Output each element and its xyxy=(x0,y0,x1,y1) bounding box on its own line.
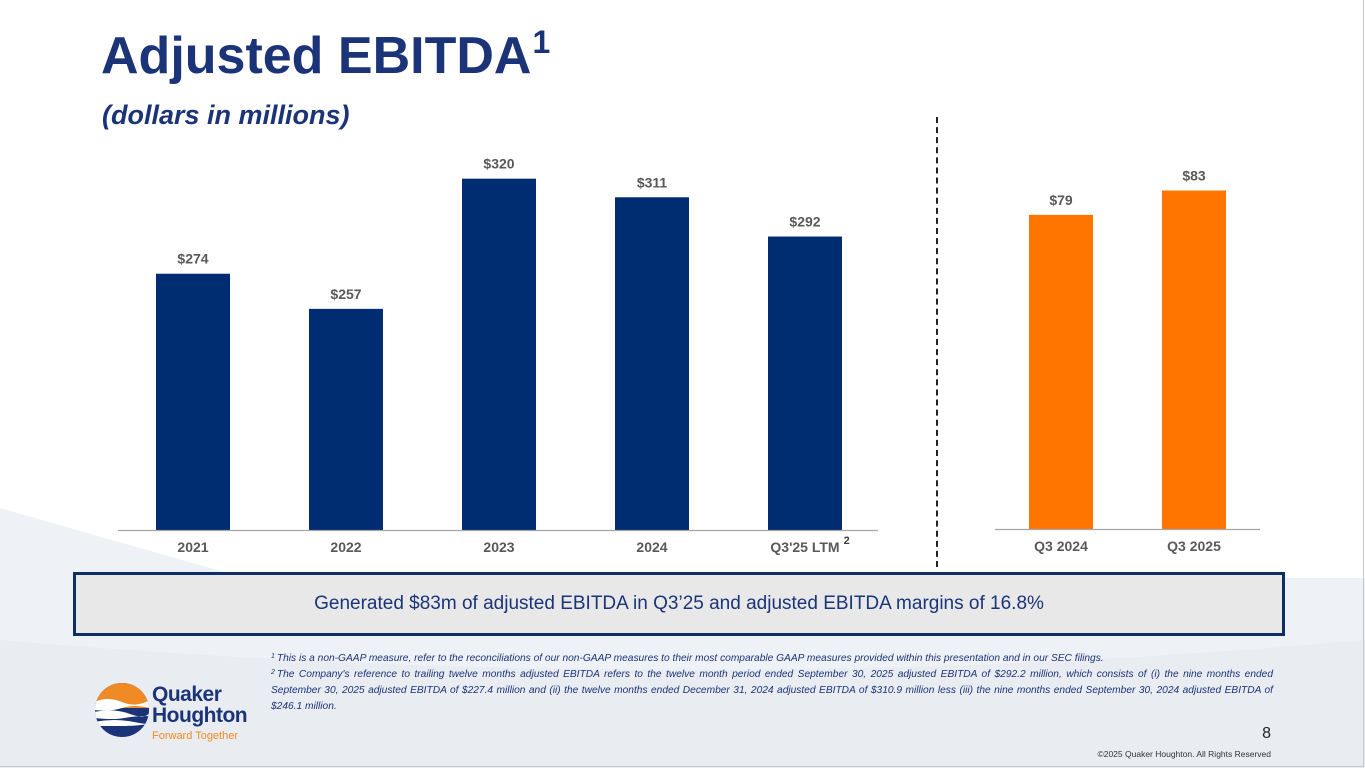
annual-bar-3 xyxy=(615,197,689,530)
title-text: Adjusted EBITDA xyxy=(101,27,532,85)
annual-data-label-1: $257 xyxy=(330,286,361,302)
annual-bar-4 xyxy=(768,236,842,531)
title-footnote-ref: 1 xyxy=(532,24,551,60)
annual-data-label-2: $320 xyxy=(483,156,514,172)
annual-bar-1 xyxy=(309,308,383,530)
annual-bar-2 xyxy=(462,178,536,530)
quarterly-bar-0 xyxy=(1029,214,1093,529)
annual-bar-0 xyxy=(156,273,230,530)
annual-x-tick-label-1: 2022 xyxy=(330,539,361,555)
footnote-2-text: The Company's reference to trailing twel… xyxy=(271,669,1273,712)
callout-box: Generated $83m of adjusted EBITDA in Q3’… xyxy=(73,572,1285,636)
annual-x-tick-label-0: 2021 xyxy=(177,539,208,555)
logo-sun-icon xyxy=(95,683,149,737)
quarterly-data-label-0: $79 xyxy=(1049,192,1073,208)
logo-word-1: Quaker xyxy=(152,683,222,706)
logo-tagline: Forward Together xyxy=(152,730,239,742)
copyright: ©2025 Quaker Houghton. All Rights Reserv… xyxy=(1097,749,1271,759)
chart-divider xyxy=(936,117,938,567)
quarterly-x-tick-label-0: Q3 2024 xyxy=(1034,538,1088,554)
footnote-1-ref: 1 xyxy=(271,653,275,660)
annual-x-tick-label-3: 2024 xyxy=(636,539,667,555)
page-subtitle: (dollars in millions) xyxy=(102,100,350,130)
annual-data-label-3: $311 xyxy=(637,174,668,190)
footnote-1: 1 This is a non-GAAP measure, refer to th… xyxy=(271,651,1273,667)
quarterly-x-tick-label-1: Q3 2025 xyxy=(1167,538,1221,554)
callout-text: Generated $83m of adjusted EBITDA in Q3’… xyxy=(314,593,1044,614)
footnotes: 1 This is a non-GAAP measure, refer to th… xyxy=(271,651,1273,715)
footnote-1-text: This is a non-GAAP measure, refer to the… xyxy=(276,653,1104,664)
quarterly-bar-1 xyxy=(1162,190,1226,530)
annual-x-tick-footnote-4: 2 xyxy=(844,535,850,547)
footnote-2-ref: 2 xyxy=(271,669,275,676)
annual-x-tick-label-4: Q3'25 LTM xyxy=(770,539,839,555)
annual-data-label-0: $274 xyxy=(177,251,208,267)
annual-data-label-4: $292 xyxy=(789,214,820,230)
page-number: 8 xyxy=(1262,725,1271,742)
logo-word-2: Houghton xyxy=(152,704,248,727)
page-title: Adjusted EBITDA1 xyxy=(101,24,551,86)
footnote-2: 2 The Company's reference to trailing twe… xyxy=(271,667,1273,715)
quarterly-data-label-1: $83 xyxy=(1182,167,1206,183)
company-logo: Quaker Houghton Forward Together xyxy=(94,680,274,746)
annual-x-tick-label-2: 2023 xyxy=(483,539,514,555)
